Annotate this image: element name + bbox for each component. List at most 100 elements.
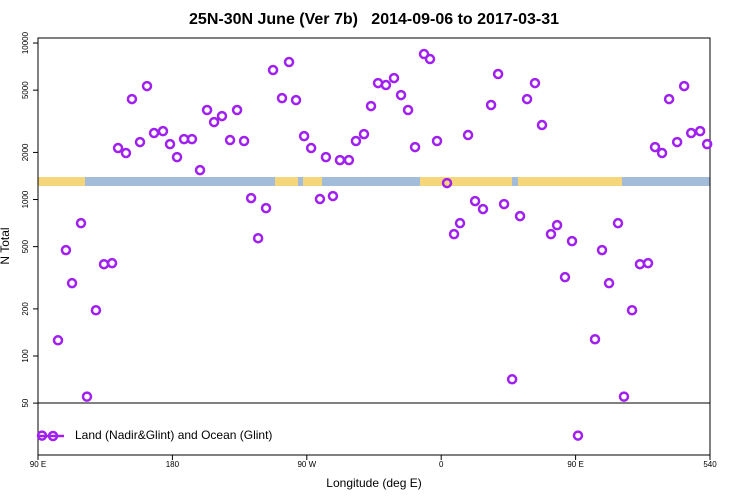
y-tick-label: 1000 <box>21 190 30 208</box>
y-tick-label: 200 <box>21 302 30 316</box>
y-tick-label: 2000 <box>21 143 30 161</box>
point <box>603 277 615 289</box>
chart-title: 25N-30N June (Ver 7b) 2014-09-06 to 2017… <box>189 11 559 28</box>
point <box>106 257 118 269</box>
x-tick-label: 180 <box>166 460 180 469</box>
point <box>462 129 474 141</box>
point <box>634 258 646 270</box>
point <box>454 217 466 229</box>
point <box>260 202 272 214</box>
point <box>506 374 518 385</box>
point <box>448 228 460 240</box>
point <box>148 127 160 139</box>
point <box>98 258 110 270</box>
point <box>566 235 578 247</box>
x-tick-label: 90 E <box>567 460 583 469</box>
point <box>81 391 93 402</box>
point <box>224 134 236 146</box>
y-tick-label: 50 <box>21 398 30 407</box>
point <box>305 142 317 154</box>
y-tick-label: 10000 <box>21 31 30 54</box>
point <box>551 219 563 231</box>
point <box>671 136 683 148</box>
point <box>75 217 87 229</box>
point <box>618 391 630 402</box>
plot-frame <box>37 37 711 456</box>
point <box>521 93 533 105</box>
point <box>441 177 453 189</box>
point <box>529 77 541 89</box>
point <box>485 99 497 111</box>
y-tick-label: 100 <box>21 349 30 363</box>
point <box>431 135 443 147</box>
point <box>126 93 138 105</box>
point <box>343 154 355 166</box>
point <box>283 56 295 68</box>
point <box>477 203 489 215</box>
point <box>164 138 176 150</box>
point <box>589 333 601 345</box>
point <box>642 257 654 269</box>
point <box>334 154 346 166</box>
point <box>36 430 48 441</box>
point <box>231 104 243 116</box>
x-tick-label: 90 E <box>30 460 46 469</box>
y-tick-label: 5000 <box>21 81 30 99</box>
point <box>252 232 264 244</box>
point <box>66 277 78 289</box>
point <box>492 68 504 80</box>
point <box>314 193 326 205</box>
x-axis-label: Longitude (deg E) <box>326 476 421 490</box>
point <box>626 305 638 316</box>
point <box>320 151 332 163</box>
point <box>612 217 624 229</box>
y-tick-label: 500 <box>21 239 30 253</box>
point <box>134 136 146 148</box>
x-tick-label: 0 <box>439 460 444 469</box>
legend-label: Land (Nadir&Glint) and Ocean (Glint) <box>75 428 272 442</box>
point <box>572 430 584 441</box>
point <box>694 125 706 137</box>
point <box>60 244 72 256</box>
point <box>141 80 153 92</box>
point <box>701 138 713 150</box>
point <box>267 64 279 76</box>
point <box>245 192 257 204</box>
point <box>238 135 250 147</box>
point <box>678 80 690 92</box>
point <box>186 133 198 145</box>
point <box>90 305 102 316</box>
point <box>358 128 370 140</box>
point <box>327 190 339 202</box>
point <box>514 210 526 222</box>
point <box>395 89 407 101</box>
point <box>418 48 430 60</box>
point <box>216 110 228 122</box>
point <box>350 135 362 147</box>
point <box>649 141 661 153</box>
point <box>402 104 414 116</box>
point <box>157 125 169 137</box>
point <box>663 93 675 105</box>
point <box>201 104 213 116</box>
point <box>194 164 206 176</box>
point <box>112 142 124 154</box>
point <box>276 92 288 104</box>
y-axis-label: N Total <box>0 227 12 264</box>
point <box>498 198 510 210</box>
point <box>208 116 220 128</box>
x-tick-label: 540 <box>703 460 717 469</box>
point <box>409 141 421 153</box>
point <box>388 72 400 84</box>
land-ocean-strip <box>38 177 710 186</box>
point <box>365 100 377 112</box>
point <box>424 53 436 65</box>
x-tick-label: 90 W <box>297 460 316 469</box>
point <box>298 130 310 142</box>
point <box>656 147 668 159</box>
point <box>545 228 557 240</box>
point <box>596 244 608 256</box>
point <box>559 271 571 283</box>
point <box>685 127 697 139</box>
point <box>536 119 548 131</box>
